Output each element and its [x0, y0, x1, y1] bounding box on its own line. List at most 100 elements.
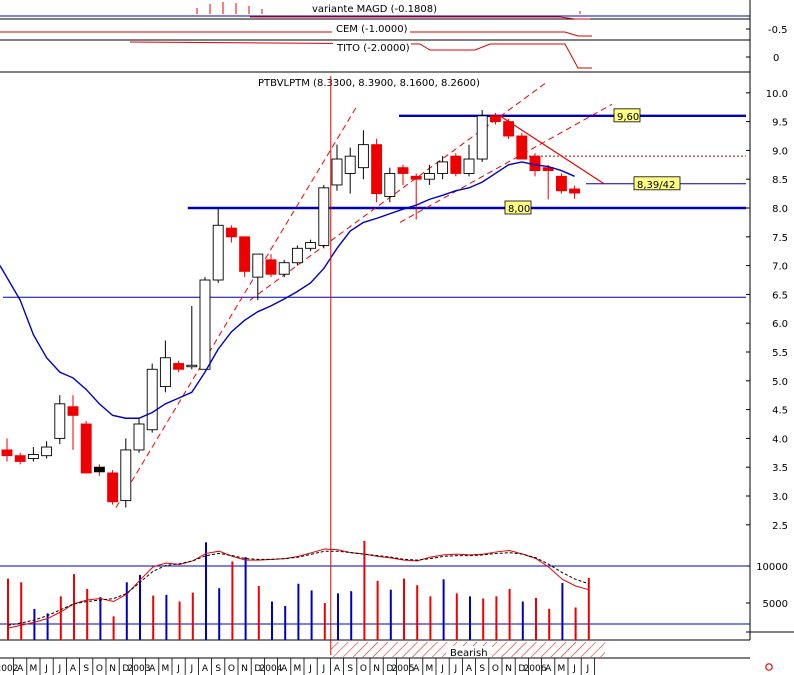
- bearish-label: Bearish: [450, 648, 488, 659]
- indicator-panel-magd: variante MAGD (-0.1808): [0, 2, 750, 20]
- month-label: S: [83, 664, 89, 674]
- candle-body: [516, 135, 528, 160]
- y-tick-label: 8.5: [772, 175, 788, 186]
- candle-body: [67, 406, 79, 416]
- month-label: M: [30, 664, 38, 674]
- month-label: A: [334, 664, 341, 674]
- candle-body: [93, 466, 105, 473]
- y-tick-label: 9.0: [772, 146, 788, 157]
- month-label: A: [202, 664, 209, 674]
- month-label: A: [545, 664, 552, 674]
- candle-body: [423, 172, 435, 180]
- candle-body: [186, 364, 198, 368]
- magd-line: [250, 16, 590, 20]
- month-label: 2005: [392, 664, 415, 674]
- candle-body: [318, 187, 330, 246]
- candle-body: [80, 423, 92, 474]
- y-tick-label: 8.0: [772, 204, 788, 215]
- price-axis: 2.5 3.0 3.5 4.0 4.5 5.0 5.5 6.0 6.5 7.0 7.5 8.0 8.5 9…: [746, 89, 788, 532]
- volume-signal-line: [7, 550, 589, 626]
- indicator-panel-tito: TITO (-2.0000): [0, 41, 750, 73]
- cem-line: [0, 31, 592, 37]
- month-label: N: [109, 664, 116, 674]
- options-icon[interactable]: [765, 663, 773, 671]
- month-label: J: [453, 664, 457, 674]
- month-label: S: [347, 664, 353, 674]
- candle-body: [437, 161, 449, 174]
- y-tick-label: 4.0: [772, 434, 788, 445]
- month-label: A: [281, 664, 288, 674]
- y-tick-label: 5.5: [772, 348, 788, 359]
- candle-body: [239, 236, 251, 272]
- y-tick-label: 4.5: [772, 406, 788, 417]
- candle-body: [542, 167, 554, 172]
- candle-body: [555, 175, 567, 192]
- month-label: N: [373, 664, 380, 674]
- month-label: J: [176, 664, 180, 674]
- candle-body: [305, 242, 317, 249]
- moving-average-line: [0, 161, 575, 419]
- level-label: 8,00: [508, 204, 530, 215]
- month-label: A: [149, 664, 156, 674]
- trendline-upper: [249, 80, 549, 301]
- last-price-box: [633, 176, 681, 191]
- level-label-box: [504, 200, 532, 215]
- candle-body: [371, 144, 383, 195]
- month-label: D: [386, 664, 393, 674]
- y-tick-label: 5.0: [772, 377, 788, 388]
- volume-tick-label: 10000: [756, 562, 788, 573]
- month-label: D: [518, 664, 525, 674]
- candle-body: [357, 144, 369, 169]
- month-label: 2003: [128, 664, 151, 674]
- month-label: S: [215, 664, 221, 674]
- cem-label: CEM (-1.0000): [336, 24, 408, 35]
- month-label: A: [70, 664, 77, 674]
- y-tick-label: 3.0: [772, 492, 788, 503]
- candle-body: [489, 115, 501, 123]
- candle-body: [410, 175, 422, 180]
- last-price-label: 8,39/42: [637, 180, 675, 191]
- month-label: M: [558, 664, 566, 674]
- month-label: D: [122, 664, 129, 674]
- month-label: J: [321, 664, 325, 674]
- month-label: J: [44, 664, 48, 674]
- month-label: N: [505, 664, 512, 674]
- month-label: N: [241, 664, 248, 674]
- month-label: O: [492, 664, 499, 674]
- month-label: J: [440, 664, 444, 674]
- time-axis: 2002AMJJASOND2003AMJJASOND2004AMJJASOND2…: [0, 658, 595, 675]
- y-tick-label: 3.5: [772, 463, 788, 474]
- magd-label: variante MAGD (-0.1808): [312, 4, 437, 15]
- month-label: J: [189, 664, 193, 674]
- month-label: 2004: [260, 664, 283, 674]
- y-tick-label: 7.5: [772, 233, 788, 244]
- y-tick-label: 2.5: [772, 521, 788, 532]
- y-tick-label: 10.0: [766, 89, 788, 100]
- month-label: J: [572, 664, 576, 674]
- y-tick-label: 7.0: [772, 262, 788, 273]
- candle-body: [159, 357, 171, 388]
- candles: [1, 110, 581, 508]
- candle-body: [344, 155, 356, 174]
- month-label: D: [254, 664, 261, 674]
- level-label: 9,60: [617, 112, 639, 123]
- candle-body: [278, 262, 290, 275]
- month-label: O: [360, 664, 367, 674]
- volume-tick-label: 5000: [763, 599, 788, 610]
- indicator-panel-cem: CEM (-1.0000): [0, 22, 750, 41]
- candle-body: [41, 446, 53, 457]
- month-label: 2002: [0, 664, 18, 674]
- candle-body: [225, 227, 237, 238]
- month-label: M: [162, 664, 170, 674]
- month-label: A: [17, 664, 24, 674]
- bearish-label-bg: [446, 646, 492, 658]
- trendline-resistance: [499, 115, 605, 185]
- y-tick-label: 6.5: [772, 290, 788, 301]
- y-tick-label: 6.0: [772, 319, 788, 330]
- candle-body: [54, 403, 66, 439]
- candle-body: [265, 259, 277, 275]
- candle-body: [14, 455, 26, 462]
- trendline-major: [115, 104, 359, 508]
- candle-body: [397, 167, 409, 174]
- candle-body: [252, 253, 264, 278]
